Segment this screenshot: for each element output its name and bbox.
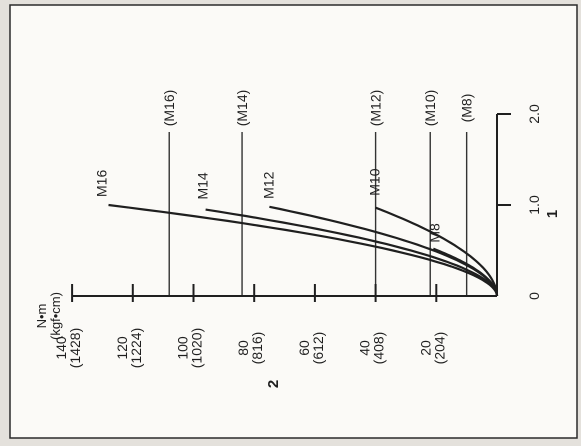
torque-curve	[375, 206, 499, 297]
x-tick-label: 2.0	[526, 104, 542, 124]
y-tick-label: 120	[114, 336, 130, 360]
y-tick-label: 100	[175, 336, 191, 360]
y-axis-unit-label: N•m	[34, 304, 49, 329]
y-tick-label-alt: (204)	[431, 332, 447, 365]
plot-area: (M16) (M14) (M12) (M10) (M8) M16 M14 M12 M10M8 …	[34, 90, 561, 388]
torque-curve	[205, 208, 499, 297]
reference-line-label: (M10)	[422, 90, 438, 127]
x-axis-ticks: 0 1.0 2.0	[497, 104, 542, 300]
x-tick-label: 0	[526, 292, 542, 300]
x-axis-label: 1	[544, 210, 561, 218]
y-axis-label: 2	[265, 380, 282, 388]
y-tick-label-alt: (612)	[310, 332, 326, 365]
y-tick-label-alt: (816)	[249, 332, 265, 365]
reference-line-label: (M16)	[161, 90, 177, 127]
y-axis-unit-label-alt: (kgf•cm)	[48, 292, 63, 340]
reference-line-label: (M8)	[459, 94, 475, 123]
curve-label: M8	[426, 223, 442, 243]
y-tick-label-alt: (408)	[371, 332, 387, 365]
y-tick-label: 80	[235, 340, 251, 356]
figure-border	[9, 4, 578, 439]
y-tick-label-alt: (1224)	[128, 328, 144, 368]
chart-labels: N•m (kgf•cm) 2 1	[34, 210, 561, 388]
y-tick-label: 140	[53, 336, 69, 360]
curve-label: M12	[260, 171, 276, 198]
curve-label: M14	[195, 172, 211, 199]
curve-label: M16	[94, 170, 110, 197]
y-axis-ticks: 20(204) 40(408) 60(612) 80(816) 100(1020) 120…	[53, 284, 447, 368]
reference-line-label: (M14)	[234, 90, 250, 127]
y-tick-label-alt: (1020)	[189, 328, 205, 368]
axes: 20(204) 40(408) 60(612) 80(816) 100(1020) 120…	[53, 104, 542, 368]
x-tick-label: 1.0	[526, 195, 542, 215]
torque-curve	[108, 203, 499, 297]
torque-curve	[432, 247, 499, 297]
y-tick-label: 40	[357, 340, 373, 356]
torque-curves: M16 M14 M12 M10 M8	[94, 168, 499, 297]
reference-line-label: (M12)	[368, 90, 384, 127]
panel-background	[10, 5, 577, 438]
y-tick-label: 60	[296, 340, 312, 356]
y-tick-label-alt: (1428)	[67, 328, 83, 368]
y-tick-label: 20	[417, 340, 433, 356]
curve-label: M10	[367, 168, 383, 195]
reference-lines: (M16) (M14) (M12) (M10) (M8)	[161, 90, 475, 296]
